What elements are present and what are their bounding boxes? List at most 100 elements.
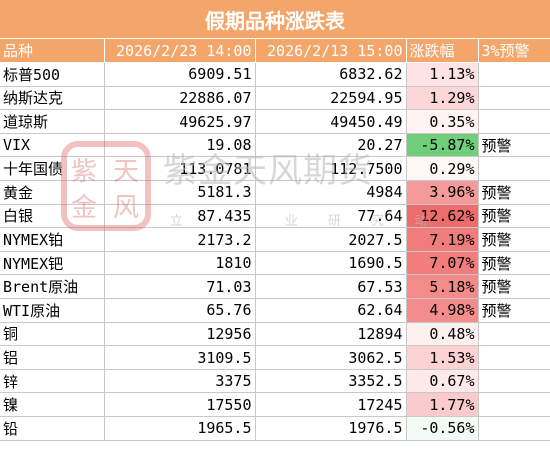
table-row: 道琼斯 49625.97 49450.49 0.35% — [0, 109, 550, 134]
row-previous-cell[interactable]: 6832.62 — [255, 62, 407, 87]
row-previous-cell[interactable]: 17245 — [255, 392, 407, 417]
row-current-cell[interactable]: 5181.3 — [104, 180, 256, 205]
row-current-cell[interactable]: 113.0781 — [104, 156, 256, 182]
row-current-cell[interactable]: 3375 — [104, 369, 256, 394]
row-previous-cell[interactable]: 112.7500 — [255, 156, 407, 182]
row-previous-cell[interactable]: 20.27 — [255, 133, 407, 158]
row-name-cell[interactable]: VIX — [0, 133, 105, 158]
row-current-cell[interactable]: 17550 — [104, 392, 256, 417]
row-warning-cell[interactable]: 预警 — [478, 133, 550, 158]
row-name-cell[interactable]: 铜 — [0, 322, 105, 347]
row-warning-cell[interactable] — [478, 86, 550, 111]
row-previous-cell[interactable]: 3062.5 — [255, 345, 407, 370]
row-warning-cell[interactable] — [478, 322, 550, 347]
row-previous-cell[interactable]: 77.64 — [255, 204, 407, 229]
row-change-cell[interactable]: 1.13% — [406, 62, 479, 87]
row-current-cell[interactable]: 3109.5 — [104, 345, 256, 370]
row-name-cell[interactable]: 十年国债 — [0, 156, 105, 182]
row-change-cell[interactable]: 7.19% — [406, 227, 479, 252]
row-current-cell[interactable]: 12956 — [104, 322, 256, 347]
row-warning-cell[interactable]: 预警 — [478, 274, 550, 300]
row-current-cell[interactable]: 49625.97 — [104, 109, 256, 134]
row-change-cell[interactable]: 12.62% — [406, 204, 479, 229]
table-row: 纳斯达克 22886.07 22594.95 1.29% — [0, 86, 550, 111]
row-change-cell[interactable]: -0.56% — [406, 416, 479, 441]
header-row: 品种 2026/2/23 14:00 2026/2/13 15:00 涨跌幅 3… — [0, 39, 550, 64]
row-change-cell[interactable]: 0.35% — [406, 109, 479, 134]
row-current-cell[interactable]: 2173.2 — [104, 227, 256, 252]
row-name-cell[interactable]: WTI原油 — [0, 298, 105, 323]
row-current-cell[interactable]: 22886.07 — [104, 86, 256, 111]
row-name-cell[interactable]: 道琼斯 — [0, 109, 105, 134]
table-row: 铜 12956 12894 0.48% — [0, 322, 550, 347]
row-previous-cell[interactable]: 67.53 — [255, 274, 407, 300]
row-change-cell[interactable]: 0.48% — [406, 322, 479, 347]
row-current-cell[interactable]: 87.435 — [104, 204, 256, 229]
col-header-warning[interactable]: 3%预警 — [478, 39, 550, 64]
row-name-cell[interactable]: 铅 — [0, 416, 105, 441]
col-header-change[interactable]: 涨跌幅 — [406, 39, 479, 64]
row-previous-cell[interactable]: 62.64 — [255, 298, 407, 323]
table-row: NYMEX钯 1810 1690.5 7.07% 预警 — [0, 251, 550, 276]
row-previous-cell[interactable]: 49450.49 — [255, 109, 407, 134]
row-change-cell[interactable]: 1.29% — [406, 86, 479, 111]
row-current-cell[interactable]: 1810 — [104, 251, 256, 276]
table-row: 标普500 6909.51 6832.62 1.13% — [0, 62, 550, 87]
table-row: 十年国债 113.0781 112.7500 0.29% — [0, 156, 550, 182]
row-name-cell[interactable]: NYMEX钯 — [0, 251, 105, 276]
row-name-cell[interactable]: 纳斯达克 — [0, 86, 105, 111]
row-name-cell[interactable]: 白银 — [0, 204, 105, 229]
row-previous-cell[interactable]: 22594.95 — [255, 86, 407, 111]
row-warning-cell[interactable]: 预警 — [478, 251, 550, 276]
table-row: 铝 3109.5 3062.5 1.53% — [0, 345, 550, 370]
row-change-cell[interactable]: 7.07% — [406, 251, 479, 276]
row-name-cell[interactable]: 铝 — [0, 345, 105, 370]
row-name-cell[interactable]: Brent原油 — [0, 274, 105, 300]
row-warning-cell[interactable] — [478, 345, 550, 370]
row-warning-cell[interactable] — [478, 62, 550, 87]
row-warning-cell[interactable] — [478, 109, 550, 134]
row-current-cell[interactable]: 19.08 — [104, 133, 256, 158]
row-current-cell[interactable]: 6909.51 — [104, 62, 256, 87]
table-row: 黄金 5181.3 4984 3.96% 预警 — [0, 180, 550, 205]
row-change-cell[interactable]: 1.77% — [406, 392, 479, 417]
row-current-cell[interactable]: 71.03 — [104, 274, 256, 300]
row-previous-cell[interactable]: 1976.5 — [255, 416, 407, 441]
row-previous-cell[interactable]: 3352.5 — [255, 369, 407, 394]
row-name-cell[interactable]: 黄金 — [0, 180, 105, 205]
row-warning-cell[interactable]: 预警 — [478, 298, 550, 323]
sheet-title: 假期品种涨跌表 — [0, 0, 550, 39]
row-warning-cell[interactable] — [478, 416, 550, 441]
row-previous-cell[interactable]: 4984 — [255, 180, 407, 205]
table-row: 锌 3375 3352.5 0.67% — [0, 369, 550, 394]
row-change-cell[interactable]: 5.18% — [406, 274, 479, 300]
row-name-cell[interactable]: 镍 — [0, 392, 105, 417]
row-name-cell[interactable]: 锌 — [0, 369, 105, 394]
row-change-cell[interactable]: 1.53% — [406, 345, 479, 370]
row-name-cell[interactable]: NYMEX铂 — [0, 227, 105, 252]
col-header-previous[interactable]: 2026/2/13 15:00 — [255, 39, 407, 64]
row-warning-cell[interactable] — [478, 156, 550, 182]
row-change-cell[interactable]: 0.29% — [406, 156, 479, 182]
row-previous-cell[interactable]: 12894 — [255, 322, 407, 347]
row-change-cell[interactable]: 0.67% — [406, 369, 479, 394]
row-current-cell[interactable]: 65.76 — [104, 298, 256, 323]
row-warning-cell[interactable]: 预警 — [478, 180, 550, 205]
table-row: VIX 19.08 20.27 -5.87% 预警 — [0, 133, 550, 158]
row-change-cell[interactable]: -5.87% — [406, 133, 479, 158]
row-name-cell[interactable]: 标普500 — [0, 62, 105, 87]
row-warning-cell[interactable] — [478, 392, 550, 417]
row-previous-cell[interactable]: 1690.5 — [255, 251, 407, 276]
row-warning-cell[interactable]: 预警 — [478, 227, 550, 252]
row-warning-cell[interactable]: 预警 — [478, 204, 550, 229]
table-row: NYMEX铂 2173.2 2027.5 7.19% 预警 — [0, 227, 550, 252]
table-row: Brent原油 71.03 67.53 5.18% 预警 — [0, 274, 550, 300]
row-change-cell[interactable]: 4.98% — [406, 298, 479, 323]
row-warning-cell[interactable] — [478, 369, 550, 394]
col-header-name[interactable]: 品种 — [0, 39, 105, 64]
row-previous-cell[interactable]: 2027.5 — [255, 227, 407, 252]
row-change-cell[interactable]: 3.96% — [406, 180, 479, 205]
col-header-current[interactable]: 2026/2/23 14:00 — [104, 39, 256, 64]
row-current-cell[interactable]: 1965.5 — [104, 416, 256, 441]
price-change-table: 品种 2026/2/23 14:00 2026/2/13 15:00 涨跌幅 3… — [0, 39, 550, 441]
